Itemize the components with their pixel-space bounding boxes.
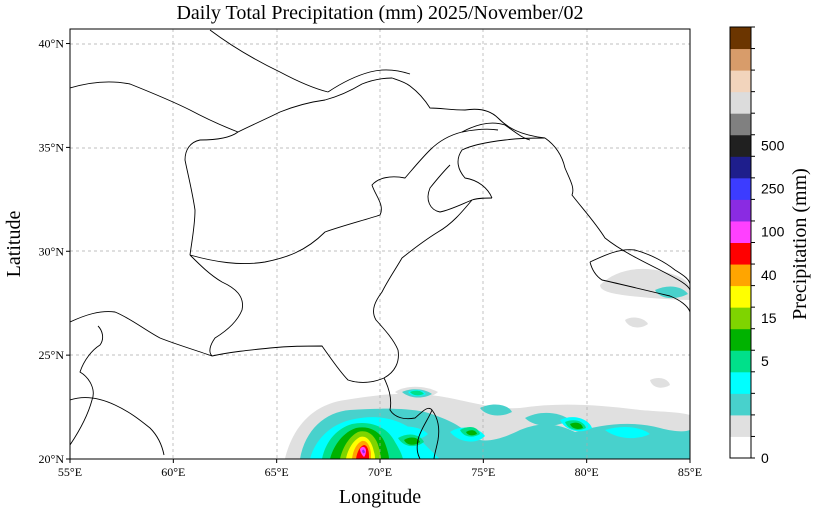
colorbar-segment (730, 134, 751, 157)
y-tick-label: 40°N (39, 37, 65, 51)
colorbar-tick-label: 0 (761, 450, 769, 466)
colorbar-segment (730, 328, 751, 351)
colorbar-segment (730, 285, 751, 308)
x-tick-label: 80°E (575, 465, 599, 479)
colorbar-segment (730, 156, 751, 179)
colorbar-tick-label: 40 (761, 267, 777, 283)
x-axis-label: Longitude (339, 486, 421, 508)
x-tick-label: 60°E (161, 465, 185, 479)
colorbar-tick-label: 100 (761, 224, 785, 240)
y-axis-label: Latitude (3, 211, 25, 278)
precipitation-field (285, 268, 690, 459)
colorbar-segment (730, 48, 751, 71)
colorbar-segment (730, 113, 751, 136)
colorbar-tick-label: 5 (761, 353, 769, 369)
y-tick-label: 25°N (39, 348, 65, 362)
map-title: Daily Total Precipitation (mm) 2025/Nove… (176, 2, 584, 24)
colorbar-tick-label: 250 (761, 181, 785, 197)
colorbar-segment (730, 27, 751, 50)
y-axis-ticks: 20°N 25°N 30°N 35°N 40°N (39, 37, 70, 466)
colorbar-segment (730, 264, 751, 287)
colorbar-segment (730, 414, 751, 437)
map-background (70, 29, 690, 459)
colorbar-tick-label: 15 (761, 310, 777, 326)
colorbar-segment (730, 242, 751, 265)
x-tick-label: 65°E (265, 465, 289, 479)
colorbar-label: Precipitation (mm) (789, 168, 811, 320)
colorbar-segment (730, 177, 751, 200)
colorbar-segment (730, 436, 751, 459)
y-tick-label: 20°N (39, 452, 65, 466)
x-tick-label: 70°E (368, 465, 392, 479)
x-tick-label: 55°E (58, 465, 82, 479)
x-tick-label: 75°E (471, 465, 495, 479)
colorbar-segment (730, 393, 751, 416)
colorbar-segment (730, 220, 751, 243)
colorbar-segment (730, 371, 751, 394)
colorbar-tick-label: 500 (761, 138, 785, 154)
x-tick-label: 85°E (678, 465, 702, 479)
colorbar-segment (730, 350, 751, 373)
map-gridlines (70, 29, 690, 459)
y-tick-label: 35°N (39, 140, 65, 154)
colorbar-segment (730, 199, 751, 222)
colorbar-segment (730, 307, 751, 330)
colorbar-segment (730, 70, 751, 93)
colorbar-segment (730, 91, 751, 114)
country-borders (70, 29, 690, 459)
colorbar: 0 5 15 40 100 250 500 (729, 26, 785, 466)
y-tick-label: 30°N (39, 244, 65, 258)
x-axis-ticks: 55°E 60°E 65°E 70°E 75°E 80°E 85°E (58, 459, 702, 479)
